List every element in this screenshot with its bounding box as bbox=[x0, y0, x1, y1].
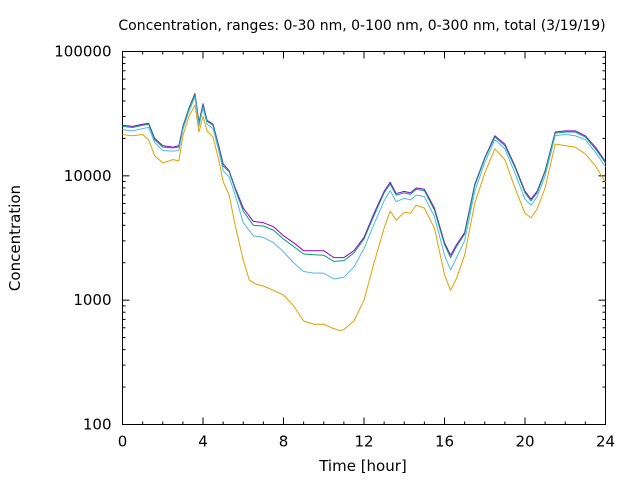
x-axis-label: Time [hour] bbox=[318, 457, 407, 475]
y-tick-label: 100000 bbox=[54, 43, 111, 61]
chart-title: Concentration, ranges: 0-30 nm, 0-100 nm… bbox=[118, 18, 605, 34]
x-tick-label: 20 bbox=[515, 433, 534, 451]
ticks: 0 4 8 12 16 20 24 100 1000 10000 100000 bbox=[54, 43, 615, 451]
series-line-1 bbox=[122, 92, 606, 259]
x-tick-label: 4 bbox=[198, 433, 208, 451]
x-tick-label: 12 bbox=[354, 433, 373, 451]
series-line-2 bbox=[122, 94, 606, 262]
y-tick-label: 1000 bbox=[73, 291, 111, 309]
x-tick-label: 16 bbox=[435, 433, 454, 451]
series-line-4 bbox=[122, 104, 606, 332]
x-tick-label: 8 bbox=[279, 433, 289, 451]
y-tick-label: 10000 bbox=[64, 167, 112, 185]
series-line-3 bbox=[122, 96, 606, 280]
series-group bbox=[122, 92, 606, 332]
x-tick-label: 0 bbox=[118, 433, 128, 451]
y-tick-label: 100 bbox=[83, 416, 112, 434]
y-axis-label: Concentration bbox=[6, 185, 24, 291]
x-tick-label: 24 bbox=[596, 433, 615, 451]
